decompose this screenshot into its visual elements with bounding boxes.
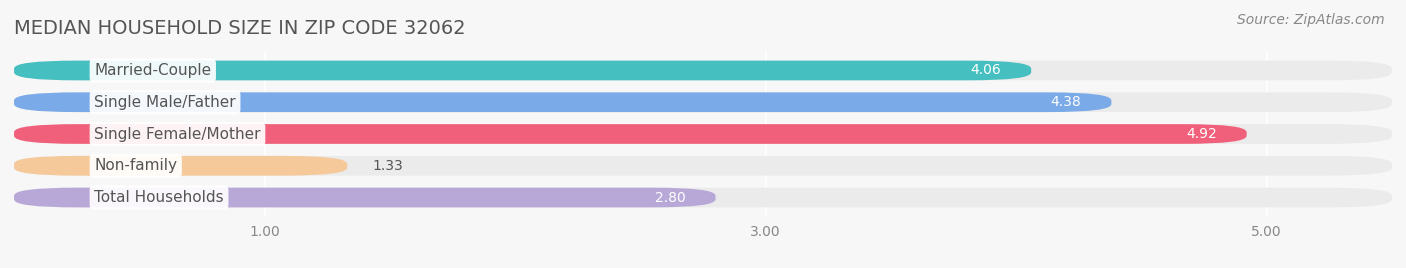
- FancyBboxPatch shape: [14, 188, 716, 207]
- Text: 4.06: 4.06: [970, 64, 1001, 77]
- Text: 1.33: 1.33: [373, 159, 404, 173]
- FancyBboxPatch shape: [14, 188, 1392, 207]
- Text: Single Female/Mother: Single Female/Mother: [94, 126, 260, 142]
- FancyBboxPatch shape: [14, 124, 1247, 144]
- FancyBboxPatch shape: [14, 92, 1111, 112]
- Text: 4.38: 4.38: [1050, 95, 1081, 109]
- FancyBboxPatch shape: [14, 61, 1031, 80]
- FancyBboxPatch shape: [14, 156, 1392, 176]
- FancyBboxPatch shape: [14, 156, 347, 176]
- Text: Source: ZipAtlas.com: Source: ZipAtlas.com: [1237, 13, 1385, 27]
- Text: MEDIAN HOUSEHOLD SIZE IN ZIP CODE 32062: MEDIAN HOUSEHOLD SIZE IN ZIP CODE 32062: [14, 19, 465, 38]
- FancyBboxPatch shape: [14, 92, 1392, 112]
- FancyBboxPatch shape: [14, 61, 1392, 80]
- Text: Total Households: Total Households: [94, 190, 224, 205]
- Text: 2.80: 2.80: [655, 191, 686, 204]
- FancyBboxPatch shape: [14, 124, 1392, 144]
- Text: Non-family: Non-family: [94, 158, 177, 173]
- Text: Single Male/Father: Single Male/Father: [94, 95, 236, 110]
- Text: Married-Couple: Married-Couple: [94, 63, 211, 78]
- Text: 4.92: 4.92: [1185, 127, 1216, 141]
